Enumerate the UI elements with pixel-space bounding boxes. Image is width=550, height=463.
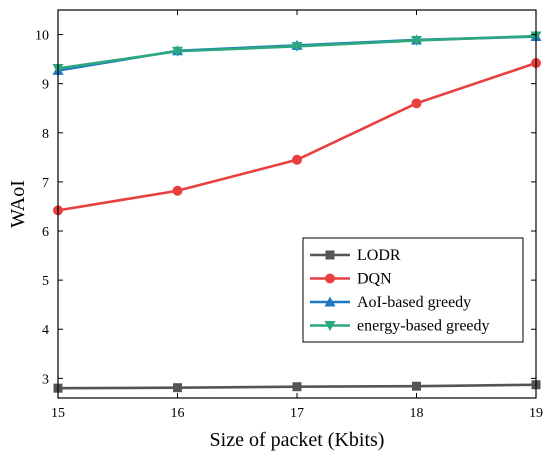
legend-item: AoI-based greedy [310, 294, 471, 311]
x-tick-label: 15 [51, 406, 65, 421]
legend-label: LODR [357, 247, 401, 264]
data-point [411, 35, 422, 46]
legend: LODR DQN AoI-based greedy energy-based gree… [302, 237, 524, 343]
legend-marker [324, 321, 336, 331]
y-tick-label: 3 [42, 372, 49, 387]
y-axis-label: WAoI [7, 180, 29, 228]
y-tick-label: 8 [42, 127, 49, 142]
data-point [173, 383, 182, 393]
legend-item: DQN [310, 271, 392, 288]
data-point [412, 381, 421, 391]
y-tick-label: 9 [42, 78, 49, 93]
series-0 [53, 380, 541, 393]
series-3 [52, 31, 542, 74]
series-layer [52, 31, 542, 393]
x-axis-label: Size of packet (Kbits) [210, 429, 385, 451]
data-point [172, 46, 183, 57]
y-tick-label: 4 [42, 323, 49, 338]
data-point [291, 41, 303, 52]
legend-marker [324, 296, 336, 307]
data-point [292, 382, 302, 392]
x-tick-label: 17 [290, 406, 304, 421]
legend-label: energy-based greedy [357, 318, 490, 335]
legend-item: energy-based greedy [310, 318, 490, 335]
data-point [411, 98, 422, 109]
axis-ticks: 15 16 17 18 19 3 4 5 6 7 8 9 10 [35, 10, 543, 421]
y-tick-label: 7 [42, 176, 49, 191]
data-point [292, 154, 302, 165]
x-tick-label: 18 [410, 406, 424, 421]
data-point [172, 185, 183, 196]
series-line [57, 61, 537, 212]
y-tick-label: 10 [35, 29, 49, 44]
x-tick-label: 16 [171, 406, 185, 421]
legend-label: DQN [357, 271, 392, 288]
x-tick-label: 19 [529, 406, 543, 421]
legend-label: AoI-based greedy [357, 294, 471, 311]
legend-marker [325, 250, 335, 260]
legend-item: LODR [310, 247, 401, 264]
y-tick-label: 6 [42, 225, 49, 240]
series-1 [53, 58, 541, 216]
legend-marker [325, 273, 335, 284]
y-tick-label: 5 [42, 274, 49, 289]
